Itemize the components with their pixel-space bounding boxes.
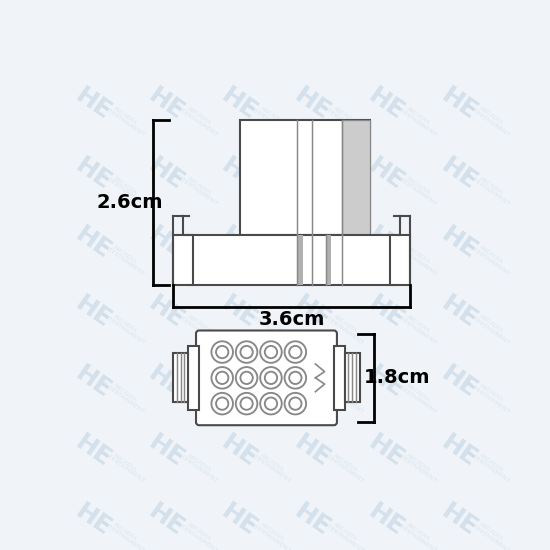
Text: ARCADIA
ENTERTAINMENT: ARCADIA ENTERTAINMENT [392,238,441,276]
Text: ARCADIA
ENTERTAINMENT: ARCADIA ENTERTAINMENT [173,168,222,207]
Text: ARCADIA
ENTERTAINMENT: ARCADIA ENTERTAINMENT [392,307,441,345]
Text: HE: HE [290,430,335,472]
Text: HE: HE [217,222,262,264]
Text: ARCADIA
ENTERTAINMENT: ARCADIA ENTERTAINMENT [100,168,148,207]
Text: ARCADIA
ENTERTAINMENT: ARCADIA ENTERTAINMENT [465,99,514,138]
Text: ARCADIA
ENTERTAINMENT: ARCADIA ENTERTAINMENT [465,376,514,415]
Text: ARCADIA
ENTERTAINMENT: ARCADIA ENTERTAINMENT [465,515,514,550]
Text: HE: HE [144,499,189,541]
Text: ARCADIA
ENTERTAINMENT: ARCADIA ENTERTAINMENT [246,376,295,415]
Text: ARCADIA
ENTERTAINMENT: ARCADIA ENTERTAINMENT [246,446,295,484]
Text: 2.6cm: 2.6cm [97,193,163,212]
Text: ARCADIA
ENTERTAINMENT: ARCADIA ENTERTAINMENT [392,168,441,207]
Text: HE: HE [364,222,408,264]
Text: HE: HE [437,222,481,264]
Bar [345,354,360,402]
Text: ARCADIA
ENTERTAINMENT: ARCADIA ENTERTAINMENT [100,515,148,550]
Text: HE: HE [290,292,335,333]
Text: HE: HE [144,84,189,125]
Text: ARCADIA
ENTERTAINMENT: ARCADIA ENTERTAINMENT [319,307,368,345]
Text: ARCADIA
ENTERTAINMENT: ARCADIA ENTERTAINMENT [465,168,514,207]
Text: HE: HE [217,153,262,195]
Bar [334,346,345,410]
Text: ARCADIA
ENTERTAINMENT: ARCADIA ENTERTAINMENT [319,376,368,415]
Bar [326,235,331,285]
Text: HE: HE [437,153,481,195]
Text: ARCADIA
ENTERTAINMENT: ARCADIA ENTERTAINMENT [319,168,368,207]
Text: HE: HE [144,153,189,195]
Text: HE: HE [364,499,408,541]
Text: ARCADIA
ENTERTAINMENT: ARCADIA ENTERTAINMENT [319,515,368,550]
Text: ARCADIA
ENTERTAINMENT: ARCADIA ENTERTAINMENT [246,307,295,345]
Text: HE: HE [144,361,189,403]
Text: ARCADIA
ENTERTAINMENT: ARCADIA ENTERTAINMENT [173,238,222,276]
Text: ARCADIA
ENTERTAINMENT: ARCADIA ENTERTAINMENT [100,446,148,484]
Text: HE: HE [71,222,116,264]
Text: HE: HE [71,84,116,125]
Text: HE: HE [437,361,481,403]
Text: HE: HE [71,292,116,333]
Text: HE: HE [290,499,335,541]
Bar [189,235,394,285]
Text: HE: HE [144,222,189,264]
Text: 1.8cm: 1.8cm [364,368,430,387]
Bar [297,235,302,285]
Text: ARCADIA
ENTERTAINMENT: ARCADIA ENTERTAINMENT [392,376,441,415]
Text: ARCADIA
ENTERTAINMENT: ARCADIA ENTERTAINMENT [319,446,368,484]
Text: ARCADIA
ENTERTAINMENT: ARCADIA ENTERTAINMENT [392,515,441,550]
Text: ARCADIA
ENTERTAINMENT: ARCADIA ENTERTAINMENT [173,515,222,550]
Text: HE: HE [364,292,408,333]
Text: ARCADIA
ENTERTAINMENT: ARCADIA ENTERTAINMENT [319,238,368,276]
Text: ARCADIA
ENTERTAINMENT: ARCADIA ENTERTAINMENT [465,238,514,276]
Text: HE: HE [437,499,481,541]
Text: HE: HE [290,153,335,195]
Text: ARCADIA
ENTERTAINMENT: ARCADIA ENTERTAINMENT [246,515,295,550]
Text: ARCADIA
ENTERTAINMENT: ARCADIA ENTERTAINMENT [100,376,148,415]
Text: HE: HE [144,430,189,472]
Text: ARCADIA
ENTERTAINMENT: ARCADIA ENTERTAINMENT [100,307,148,345]
Text: HE: HE [217,84,262,125]
Text: ARCADIA
ENTERTAINMENT: ARCADIA ENTERTAINMENT [173,446,222,484]
Text: HE: HE [217,499,262,541]
Text: ARCADIA
ENTERTAINMENT: ARCADIA ENTERTAINMENT [392,446,441,484]
Text: HE: HE [290,222,335,264]
Text: 3.6cm: 3.6cm [258,310,324,329]
Text: HE: HE [217,292,262,333]
Text: HE: HE [437,292,481,333]
Text: HE: HE [437,84,481,125]
Text: ARCADIA
ENTERTAINMENT: ARCADIA ENTERTAINMENT [100,99,148,138]
Text: HE: HE [364,361,408,403]
Text: ARCADIA
ENTERTAINMENT: ARCADIA ENTERTAINMENT [319,99,368,138]
Text: HE: HE [364,430,408,472]
Text: HE: HE [217,361,262,403]
FancyBboxPatch shape [196,331,337,425]
Text: HE: HE [290,84,335,125]
Text: ARCADIA
ENTERTAINMENT: ARCADIA ENTERTAINMENT [173,307,222,345]
Text: HE: HE [364,153,408,195]
Text: ARCADIA
ENTERTAINMENT: ARCADIA ENTERTAINMENT [465,446,514,484]
Bar [188,346,199,410]
Text: HE: HE [71,361,116,403]
Text: ARCADIA
ENTERTAINMENT: ARCADIA ENTERTAINMENT [100,238,148,276]
Bar [173,235,194,285]
Bar [173,354,188,402]
Text: ARCADIA
ENTERTAINMENT: ARCADIA ENTERTAINMENT [246,238,295,276]
Text: HE: HE [290,361,335,403]
Text: HE: HE [71,153,116,195]
Text: ARCADIA
ENTERTAINMENT: ARCADIA ENTERTAINMENT [246,168,295,207]
Text: ARCADIA
ENTERTAINMENT: ARCADIA ENTERTAINMENT [465,307,514,345]
Bar [240,120,371,235]
Text: ARCADIA
ENTERTAINMENT: ARCADIA ENTERTAINMENT [392,99,441,138]
Bar [342,120,371,235]
Text: HE: HE [144,292,189,333]
Text: ARCADIA
ENTERTAINMENT: ARCADIA ENTERTAINMENT [173,99,222,138]
Text: ARCADIA
ENTERTAINMENT: ARCADIA ENTERTAINMENT [246,99,295,138]
Text: HE: HE [71,499,116,541]
Bar [389,235,410,285]
Text: ARCADIA
ENTERTAINMENT: ARCADIA ENTERTAINMENT [173,376,222,415]
Text: HE: HE [217,430,262,472]
Text: HE: HE [437,430,481,472]
Text: HE: HE [71,430,116,472]
Text: HE: HE [364,84,408,125]
